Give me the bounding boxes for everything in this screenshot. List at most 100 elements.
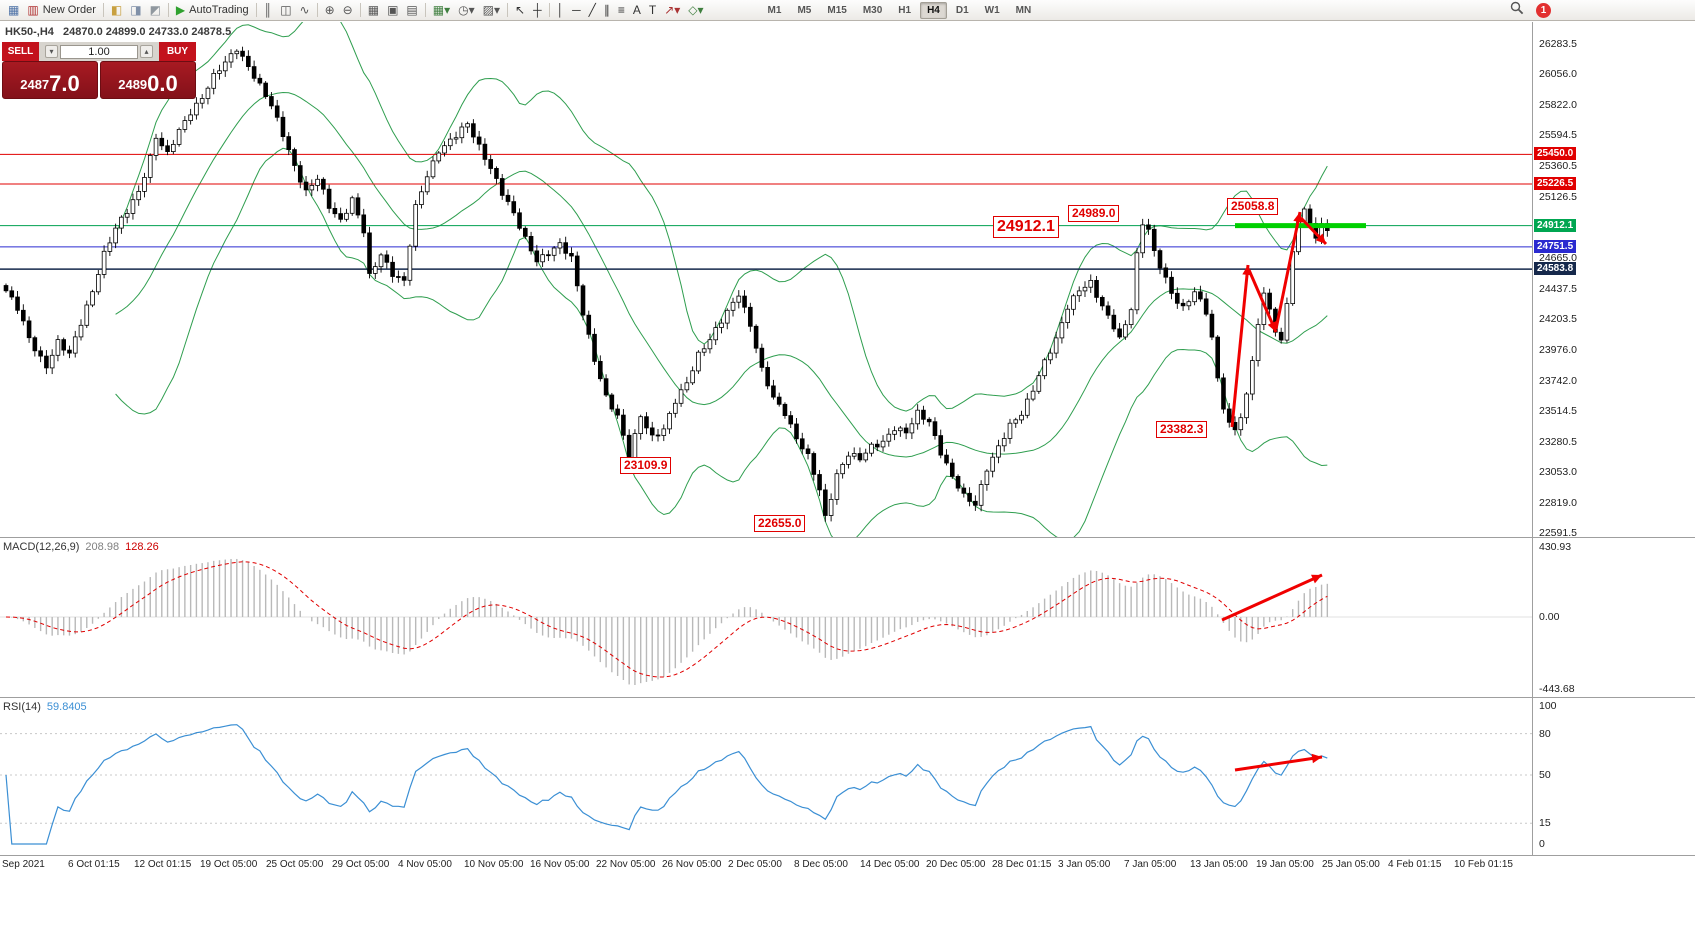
tile-windows-icon: ▦ [367,3,380,17]
price-axis[interactable]: 26283.5 26056.0 25822.0 25594.5 25360.5 25126… [1532,22,1695,855]
macd-panel-divider[interactable] [0,537,1695,538]
shapes-dropdown[interactable]: ◇▾ [684,1,707,19]
time-axis-label: 10 Feb 01:15 [1454,859,1513,870]
toolbar-separator [102,3,104,17]
data-window-icon: ◨ [130,3,142,17]
channel-icon: ∥ [603,3,610,17]
rsi-name: RSI(14) [3,701,41,713]
macd-main-value: 208.98 [85,541,120,553]
profiles-dropdown[interactable]: ◷▾ [454,1,479,19]
price-axis-tick: 25360.5 [1539,160,1577,172]
time-axis-label: 14 Dec 05:00 [860,859,920,870]
time-axis[interactable]: Sep 2021 6 Oct 01:15 12 Oct 01:15 19 Oct 05… [0,857,1532,875]
text-icon[interactable]: A [629,1,645,19]
sell-button[interactable]: 2487 7.0 [2,61,98,99]
time-axis-label: 20 Dec 05:00 [926,859,986,870]
autotrading-button-label: AutoTrading [189,4,249,16]
price-axis-tick: 24437.5 [1539,283,1577,295]
horizontal-line-icon: ─ [572,3,581,17]
zoom-out-icon[interactable]: ⊖ [339,1,357,19]
bar-chart-icon[interactable]: ║ [260,1,277,19]
toolbar-separator [167,3,169,17]
trendline-icon[interactable]: ╱ [585,1,600,19]
rsi-panel-divider[interactable] [0,697,1695,698]
new-chart-dropdown[interactable]: ▦▾ [429,1,454,19]
label-icon[interactable]: T [645,1,660,19]
macd-panel-canvas[interactable] [0,538,1532,697]
toolbar-separator [359,3,361,17]
cursor-icon: ↖ [515,3,526,17]
rsi-axis-tick: 100 [1539,700,1557,712]
time-axis-label: 3 Jan 05:00 [1058,859,1111,870]
trendline-icon: ╱ [588,3,596,17]
autotrading-button[interactable]: ▶ AutoTrading [172,1,253,19]
price-axis-tick: 23053.0 [1539,466,1577,478]
price-axis-tick: 23280.5 [1539,436,1577,448]
time-axis-label: 10 Nov 05:00 [464,859,524,870]
time-axis-label: 13 Jan 05:00 [1190,859,1248,870]
vertical-line-icon[interactable]: │ [553,1,569,19]
timeframe-button-m1[interactable]: M1 [767,4,782,16]
new-order-icon: ▥ [27,3,39,17]
time-axis-label: 28 Dec 01:15 [992,859,1052,870]
chart-window-icon[interactable]: ▦ [4,1,23,19]
text-icon: A [632,3,641,17]
strategy-tester-icon[interactable]: ◩ [146,1,165,19]
volume-control: ▾ ▴ [39,42,159,61]
time-axis-label: 2 Dec 05:00 [728,859,782,870]
line-chart-icon: ∿ [299,3,310,17]
zoom-in-icon[interactable]: ⊕ [321,1,339,19]
cursor-icon[interactable]: ↖ [511,1,529,19]
volume-input[interactable] [60,44,138,59]
sell-price-pips: 7.0 [49,71,80,96]
price-axis-tick: 22591.5 [1539,527,1577,539]
notification-badge[interactable]: 1 [1536,3,1551,18]
price-axis-tick: 22819.0 [1539,497,1577,509]
buy-button[interactable]: 2489 0.0 [100,61,196,99]
tile-windows-icon[interactable]: ▦ [364,1,383,19]
candlestick-chart-icon[interactable]: ◫ [276,1,295,19]
time-axis-label: 6 Oct 01:15 [68,859,120,870]
search-icon[interactable] [1510,1,1524,20]
horizontal-line-icon[interactable]: ─ [568,1,585,19]
buy-tab[interactable]: BUY [159,42,196,61]
metaeditor-icon[interactable]: ◧ [107,1,126,19]
timeframe-button-m15[interactable]: M15 [827,4,847,16]
timeframe-button-m5[interactable]: M5 [797,4,812,16]
sell-tab[interactable]: SELL [2,42,39,61]
time-axis-label: 4 Nov 05:00 [398,859,452,870]
crosshair-icon[interactable]: ┼ [529,1,546,19]
time-axis-label: 25 Jan 05:00 [1322,859,1380,870]
macd-axis-tick: 0.00 [1539,611,1560,623]
data-window-icon[interactable]: ◨ [126,1,145,19]
fibonacci-icon[interactable]: ≡ [614,1,629,19]
timeframe-button-d1[interactable]: D1 [955,4,969,16]
templates-dropdown[interactable]: ▨▾ [479,1,504,19]
price-axis-tick: 25822.0 [1539,99,1577,111]
timeframe-button-w1[interactable]: W1 [984,4,1000,16]
indicators-icon[interactable]: ▣ [383,1,402,19]
new-order-button[interactable]: ▥ New Order [23,1,100,19]
rsi-axis-tick: 80 [1539,728,1551,740]
arrange-windows-icon[interactable]: ▤ [402,1,421,19]
label-icon: T [648,3,657,17]
bar-chart-icon: ║ [263,3,273,17]
arrows-dropdown[interactable]: ↗▾ [660,1,684,19]
price-line-badge: 24751.5 [1534,240,1577,253]
time-axis-label: 22 Nov 05:00 [596,859,656,870]
volume-increase-button[interactable]: ▴ [140,45,153,58]
channel-icon[interactable]: ∥ [600,1,614,19]
timeframe-button-h1[interactable]: H1 [898,4,912,16]
arrange-windows-icon: ▤ [406,3,418,17]
timeframe-button-h4[interactable]: H4 [920,1,947,19]
chart-window-icon: ▦ [8,3,20,17]
price-line-badge: 25226.5 [1534,177,1577,190]
price-chart-canvas[interactable] [0,22,1532,537]
line-chart-icon[interactable]: ∿ [296,1,314,19]
volume-decrease-button[interactable]: ▾ [45,45,58,58]
rsi-panel-canvas[interactable] [0,698,1532,855]
timeframe-button-m30[interactable]: M30 [862,4,883,16]
profiles-icon: ◷▾ [458,3,475,17]
timeframe-button-mn[interactable]: MN [1015,4,1032,16]
